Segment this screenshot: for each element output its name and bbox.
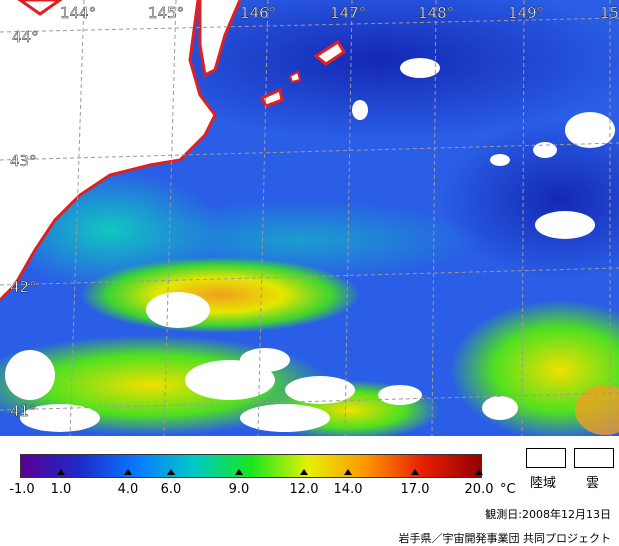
lat-label: 43° (10, 152, 37, 170)
colorbar-tick (235, 469, 243, 475)
warm-eddy (80, 257, 360, 333)
lon-label: 147° (330, 4, 366, 22)
sea-surface-temperature-map: 144° 145° 146° 147° 148° 149° 15 44° 43°… (0, 0, 619, 436)
colorbar-tick (57, 469, 65, 475)
legend-panel: -1.0 1.0 4.0 6.0 9.0 12.0 14.0 17.0 20.0… (0, 436, 619, 546)
lat-label: 44° (12, 28, 39, 46)
habomai-islet-1 (259, 87, 284, 108)
shikotan-island (313, 39, 347, 66)
colorbar-tick (411, 469, 419, 475)
colorbar-min-label: -1.0 (9, 482, 35, 497)
colorbar-tick (475, 469, 483, 475)
habomai-islet-2 (288, 70, 302, 84)
cloud-key-swatch (574, 448, 614, 468)
colorbar-tick-label: 20.0 (464, 482, 494, 497)
unit-label: °C (500, 482, 516, 497)
land-key-label: 陸域 (530, 476, 557, 491)
graticule (0, 0, 619, 436)
warm-south-east-core (575, 385, 619, 435)
colorbar-tick-label: 14.0 (333, 482, 363, 497)
cloud-cover (5, 58, 615, 432)
lat-label: 42° (10, 278, 37, 296)
temperature-colorbar (20, 454, 482, 478)
colorbar-tick-label: 4.0 (117, 482, 139, 497)
land-key-swatch (526, 448, 566, 468)
lon-label: 144° (60, 4, 96, 22)
lon-label: 149° (508, 4, 544, 22)
kunashiri-coastline (198, 0, 242, 78)
longitude-labels: 144° 145° 146° 147° 148° 149° 15 (60, 4, 619, 22)
latitude-labels: 44° 43° 42° 41° (10, 28, 39, 420)
colorbar-tick-label: 6.0 (160, 482, 182, 497)
northern-coast-fragment (17, 0, 63, 16)
hokkaido-land (0, 0, 215, 300)
kunashiri-land (200, 0, 240, 75)
colorbar-tick (167, 469, 175, 475)
lon-label: 145° (148, 4, 184, 22)
lat-label: 41° (10, 402, 37, 420)
colorbar-tick-label: 17.0 (400, 482, 430, 497)
lon-label: 15 (600, 4, 619, 22)
credit-text: 岩手県／宇宙開発事業団 共同プロジェクト (398, 532, 612, 545)
cold-water-north (120, 0, 619, 140)
colorbar-tick-label: 12.0 (289, 482, 319, 497)
colorbar-tick (300, 469, 308, 475)
lon-label: 148° (418, 4, 454, 22)
colorbar-tick-label: 9.0 (228, 482, 250, 497)
cloud-key-label: 雲 (586, 476, 600, 491)
colorbar-tick (124, 469, 132, 475)
colorbar-tick-label: 1.0 (50, 482, 72, 497)
colorbar-tick (344, 469, 352, 475)
cold-water-east (440, 120, 619, 280)
observation-date: 観測日:2008年12月13日 (485, 508, 611, 521)
lon-label: 146° (240, 4, 276, 22)
hokkaido-coastline (0, 0, 217, 302)
